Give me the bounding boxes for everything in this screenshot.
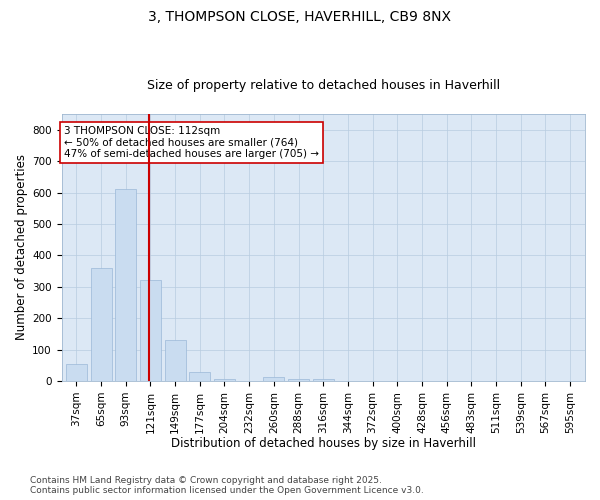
- Y-axis label: Number of detached properties: Number of detached properties: [15, 154, 28, 340]
- Text: Contains HM Land Registry data © Crown copyright and database right 2025.
Contai: Contains HM Land Registry data © Crown c…: [30, 476, 424, 495]
- Bar: [164, 340, 185, 381]
- Bar: [115, 190, 136, 381]
- Bar: [189, 372, 210, 381]
- Bar: [313, 380, 334, 381]
- Bar: [140, 280, 161, 381]
- Bar: [66, 364, 87, 381]
- Bar: [288, 380, 309, 381]
- Bar: [263, 377, 284, 381]
- Bar: [214, 380, 235, 381]
- X-axis label: Distribution of detached houses by size in Haverhill: Distribution of detached houses by size …: [171, 437, 476, 450]
- Text: 3, THOMPSON CLOSE, HAVERHILL, CB9 8NX: 3, THOMPSON CLOSE, HAVERHILL, CB9 8NX: [149, 10, 452, 24]
- Text: 3 THOMPSON CLOSE: 112sqm
← 50% of detached houses are smaller (764)
47% of semi-: 3 THOMPSON CLOSE: 112sqm ← 50% of detach…: [64, 126, 319, 159]
- Bar: [91, 268, 112, 381]
- Title: Size of property relative to detached houses in Haverhill: Size of property relative to detached ho…: [146, 79, 500, 92]
